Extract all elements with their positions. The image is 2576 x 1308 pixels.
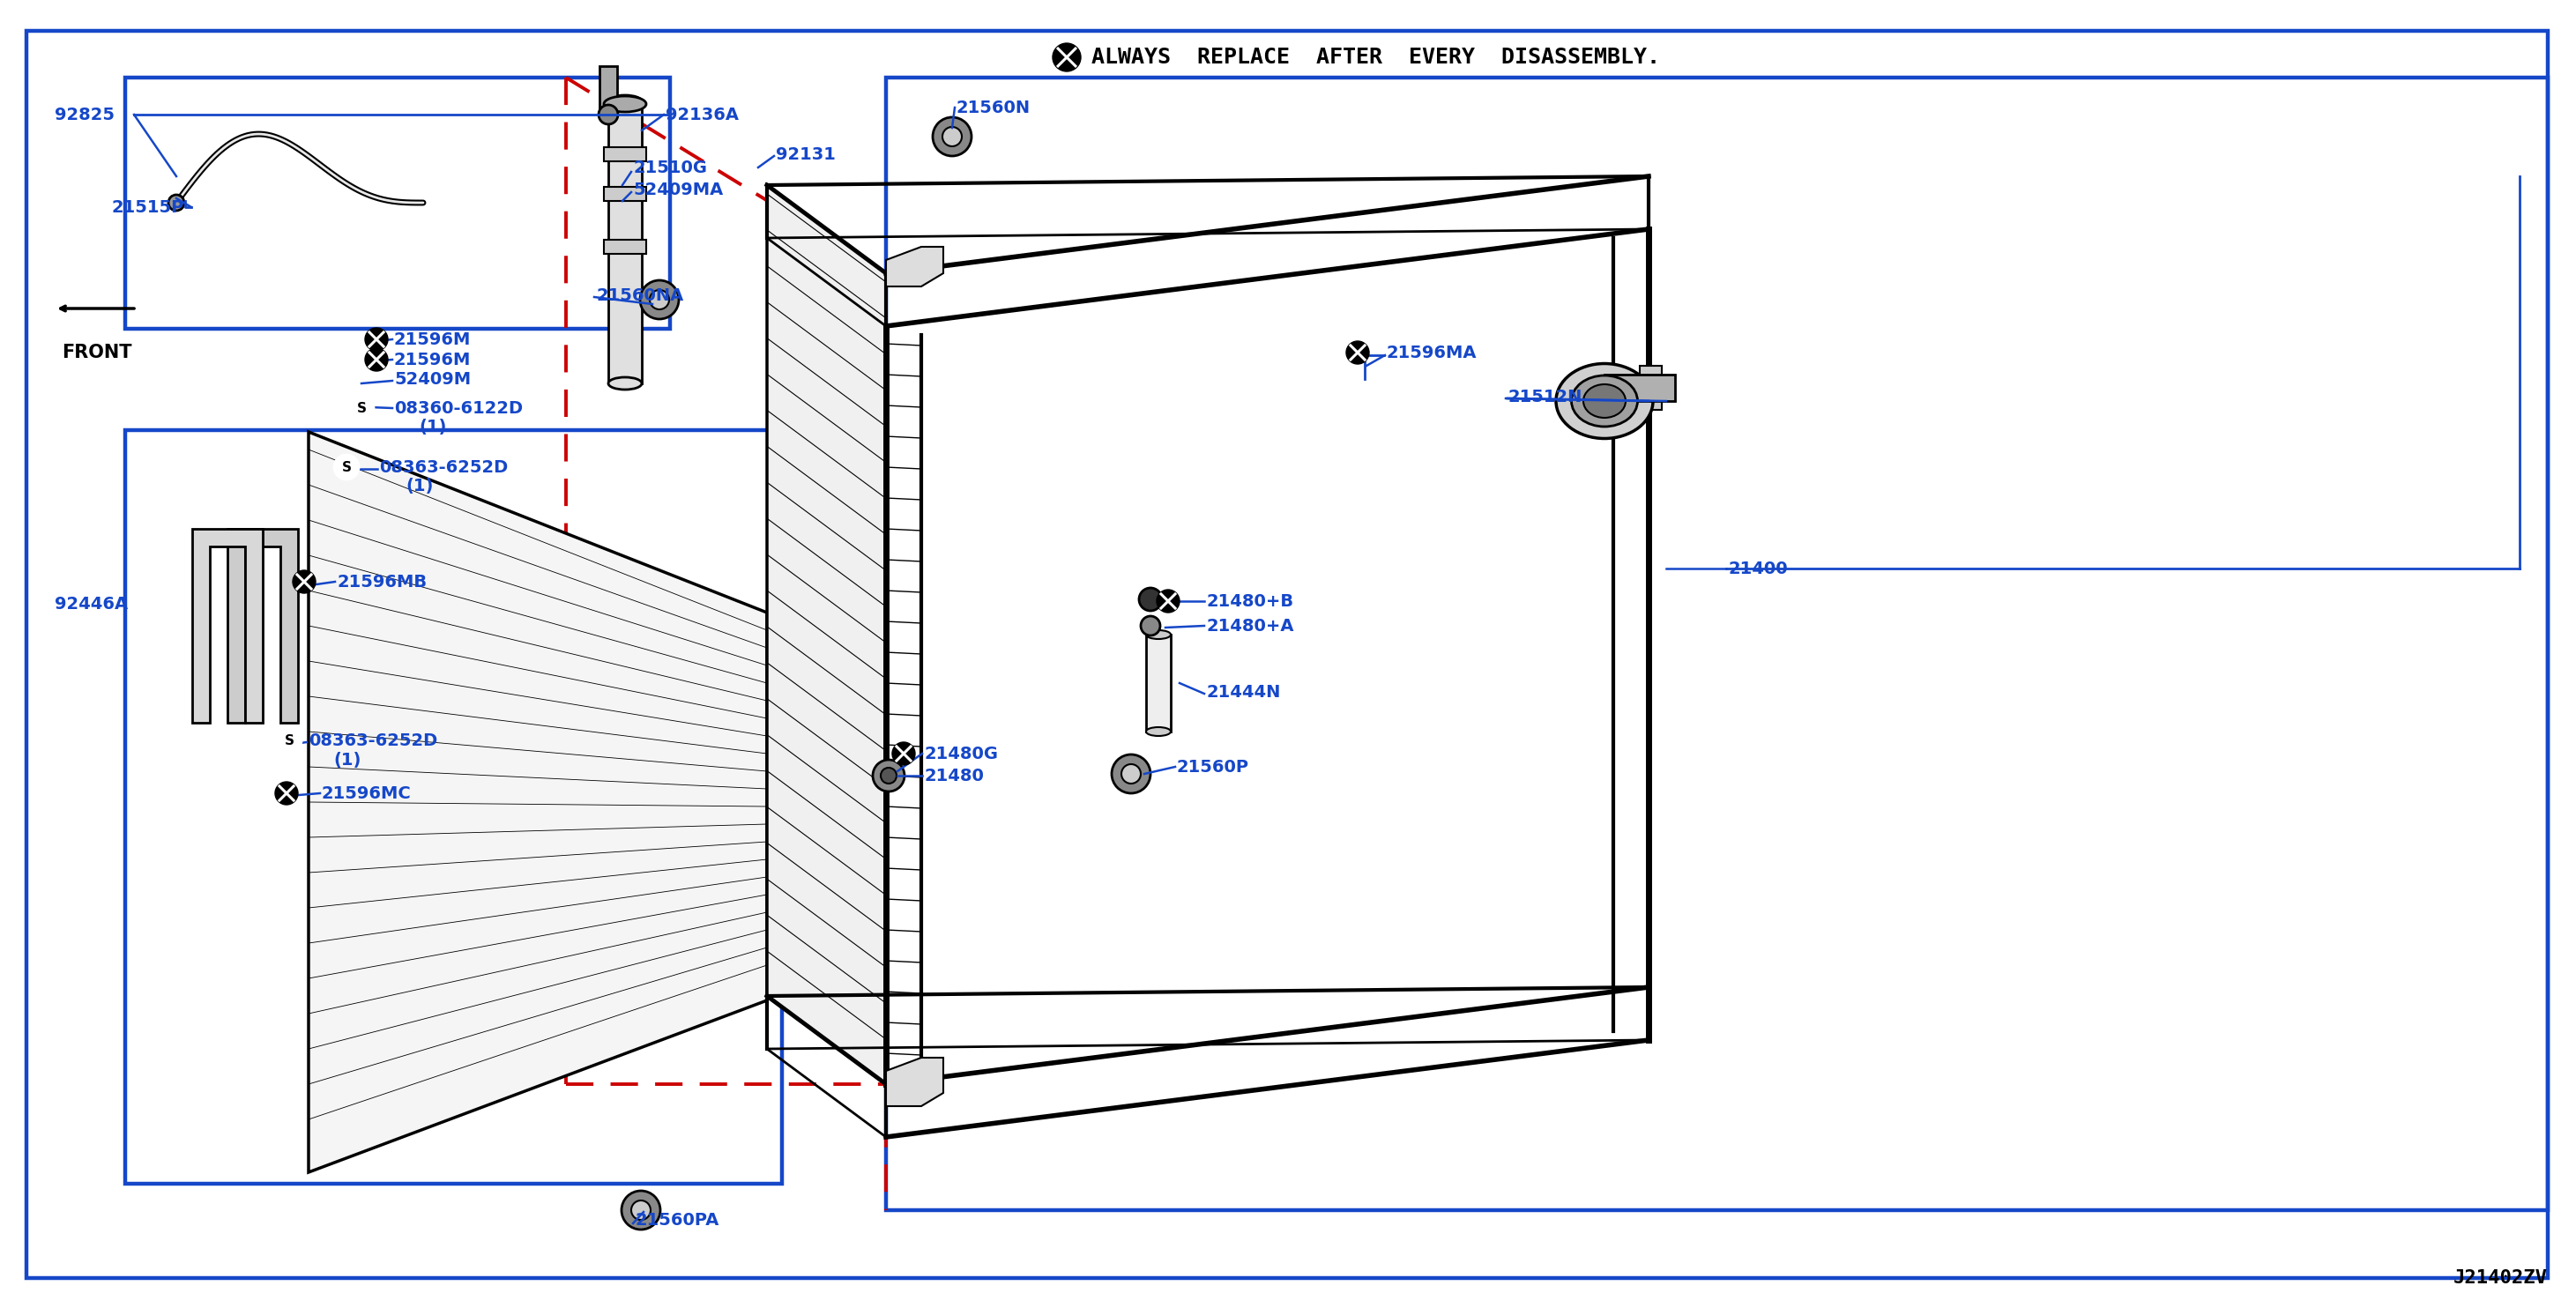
Circle shape (631, 1201, 652, 1220)
Circle shape (621, 1190, 659, 1230)
Bar (603, 187, 647, 201)
Circle shape (335, 455, 358, 480)
Circle shape (1121, 764, 1141, 783)
Circle shape (881, 768, 896, 783)
Bar (1641, 366, 1662, 409)
Text: 92825: 92825 (54, 106, 113, 123)
Text: ALWAYS  REPLACE  AFTER  EVERY  DISASSEMBLY.: ALWAYS REPLACE AFTER EVERY DISASSEMBLY. (1092, 47, 1659, 68)
Ellipse shape (1146, 630, 1170, 640)
Bar (126, 77, 670, 328)
Circle shape (294, 570, 317, 594)
Circle shape (1113, 755, 1151, 793)
Text: 21480: 21480 (925, 768, 984, 783)
Text: S: S (355, 402, 366, 415)
Polygon shape (768, 186, 886, 1084)
Text: (1): (1) (420, 419, 446, 436)
Ellipse shape (603, 95, 647, 112)
Text: 21596MA: 21596MA (1386, 344, 1476, 361)
Ellipse shape (1584, 385, 1625, 417)
Text: 21596MB: 21596MB (337, 573, 428, 590)
Bar (608, 101, 641, 383)
Ellipse shape (1146, 727, 1170, 736)
Text: S: S (343, 460, 350, 473)
Text: 52409M: 52409M (394, 370, 471, 387)
Text: 21510G: 21510G (634, 160, 706, 175)
Bar (126, 430, 783, 1184)
Text: 92136A: 92136A (665, 106, 739, 123)
Bar (600, 67, 618, 115)
Text: 08360-6122D: 08360-6122D (394, 400, 523, 416)
Circle shape (276, 782, 299, 804)
Text: (1): (1) (332, 751, 361, 768)
Circle shape (1347, 341, 1368, 364)
Text: 92446A: 92446A (54, 595, 129, 612)
Text: 08363-6252D: 08363-6252D (309, 732, 438, 748)
Text: 21596MC: 21596MC (322, 785, 412, 802)
Polygon shape (193, 528, 263, 723)
Text: 21560P: 21560P (1177, 759, 1249, 776)
Text: S: S (283, 734, 294, 747)
Ellipse shape (608, 95, 641, 107)
Text: 21596M: 21596M (394, 352, 471, 368)
Polygon shape (227, 528, 299, 723)
Circle shape (649, 290, 670, 310)
Circle shape (873, 760, 904, 791)
Text: 21480G: 21480G (925, 746, 997, 763)
Circle shape (366, 348, 389, 371)
Text: 21480+A: 21480+A (1206, 617, 1293, 634)
Circle shape (639, 280, 680, 319)
Text: 21512N: 21512N (1507, 388, 1582, 405)
Circle shape (276, 729, 301, 752)
Text: (1): (1) (404, 477, 433, 494)
Text: 21400: 21400 (1728, 560, 1788, 577)
Text: 21596M: 21596M (394, 331, 471, 348)
Circle shape (1157, 590, 1180, 612)
Text: FRONT: FRONT (62, 344, 131, 361)
Text: 21444N: 21444N (1206, 684, 1280, 700)
Circle shape (350, 396, 374, 420)
Text: 21560N: 21560N (956, 99, 1030, 116)
Circle shape (933, 118, 971, 156)
Circle shape (891, 742, 914, 765)
Text: 21515P: 21515P (111, 199, 185, 216)
Text: 52409MA: 52409MA (634, 181, 724, 198)
Ellipse shape (1571, 375, 1638, 426)
Text: 21560NA: 21560NA (595, 286, 683, 303)
Text: 08363-6252D: 08363-6252D (379, 459, 507, 476)
Bar (603, 239, 647, 254)
Circle shape (943, 127, 961, 146)
Polygon shape (886, 1058, 943, 1107)
Circle shape (1141, 616, 1159, 636)
Ellipse shape (598, 105, 618, 124)
Text: J21402ZV: J21402ZV (2452, 1269, 2548, 1287)
Circle shape (1139, 587, 1162, 611)
Bar (1146, 634, 1170, 731)
Text: 21560PA: 21560PA (634, 1213, 719, 1230)
Ellipse shape (608, 377, 641, 390)
Polygon shape (309, 432, 768, 1172)
Bar (603, 148, 647, 161)
Bar (886, 77, 2548, 1210)
Circle shape (366, 328, 389, 351)
Ellipse shape (167, 195, 185, 211)
Circle shape (1054, 43, 1082, 72)
Ellipse shape (1556, 364, 1654, 438)
Bar (1605, 374, 1674, 402)
Polygon shape (886, 247, 943, 286)
Text: 92131: 92131 (775, 146, 835, 162)
Text: 21480+B: 21480+B (1206, 593, 1293, 610)
